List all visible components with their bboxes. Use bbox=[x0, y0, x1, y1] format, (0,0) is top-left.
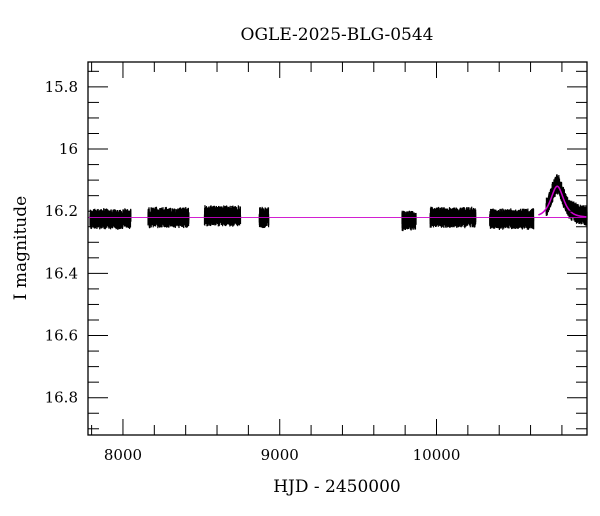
season-points bbox=[429, 206, 477, 229]
plot-frame bbox=[87, 61, 588, 436]
x-tick-label: 10000 bbox=[413, 446, 461, 464]
y-tick-label: 16.2 bbox=[45, 202, 78, 220]
y-tick-label: 16.8 bbox=[45, 389, 78, 407]
chart-title: OGLE-2025-BLG-0544 bbox=[241, 25, 434, 45]
season-points bbox=[203, 205, 242, 227]
x-tick-label: 9000 bbox=[261, 446, 299, 464]
season-points bbox=[545, 174, 588, 226]
y-tick-label: 16.6 bbox=[45, 327, 78, 345]
y-tick-label: 16.4 bbox=[45, 264, 78, 282]
season-points bbox=[401, 210, 417, 232]
y-tick-label: 16 bbox=[59, 140, 78, 158]
x-axis-label: HJD - 2450000 bbox=[273, 477, 401, 497]
y-axis-label: I magnitude bbox=[11, 196, 31, 300]
y-tick-label: 15.8 bbox=[45, 78, 78, 96]
x-tick-label: 8000 bbox=[104, 446, 142, 464]
model-curve bbox=[538, 185, 587, 218]
season-points bbox=[489, 208, 535, 230]
